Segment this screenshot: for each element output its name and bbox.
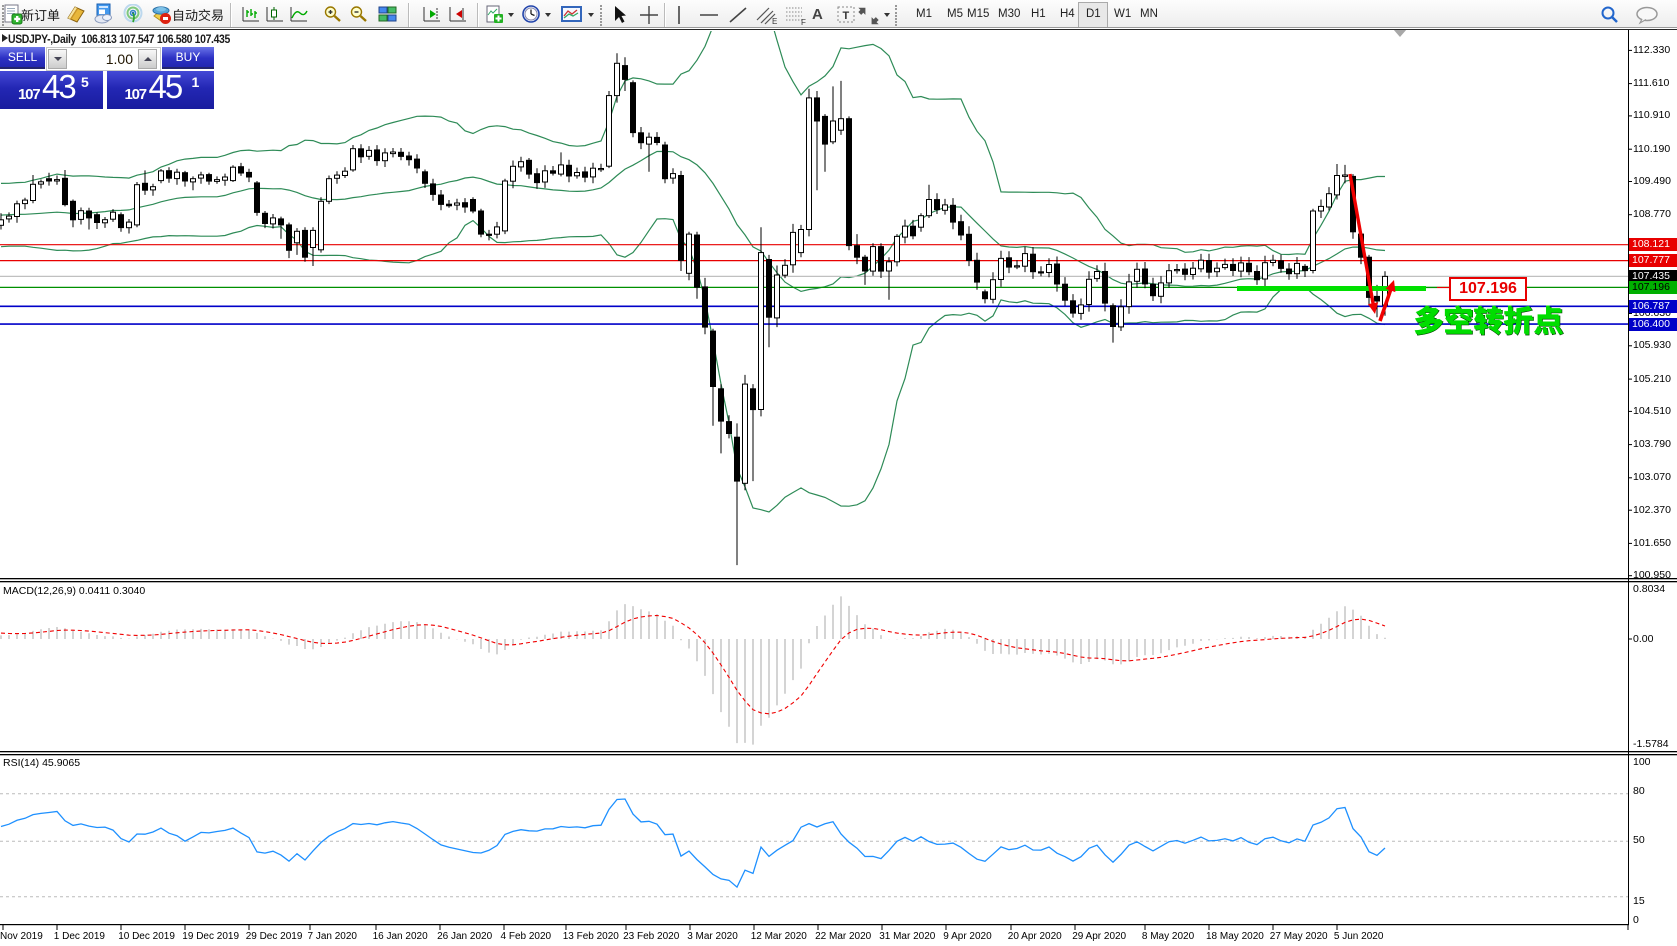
svg-text:T: T: [843, 10, 850, 22]
svg-text:E: E: [772, 17, 777, 26]
svg-text:F: F: [801, 18, 806, 26]
